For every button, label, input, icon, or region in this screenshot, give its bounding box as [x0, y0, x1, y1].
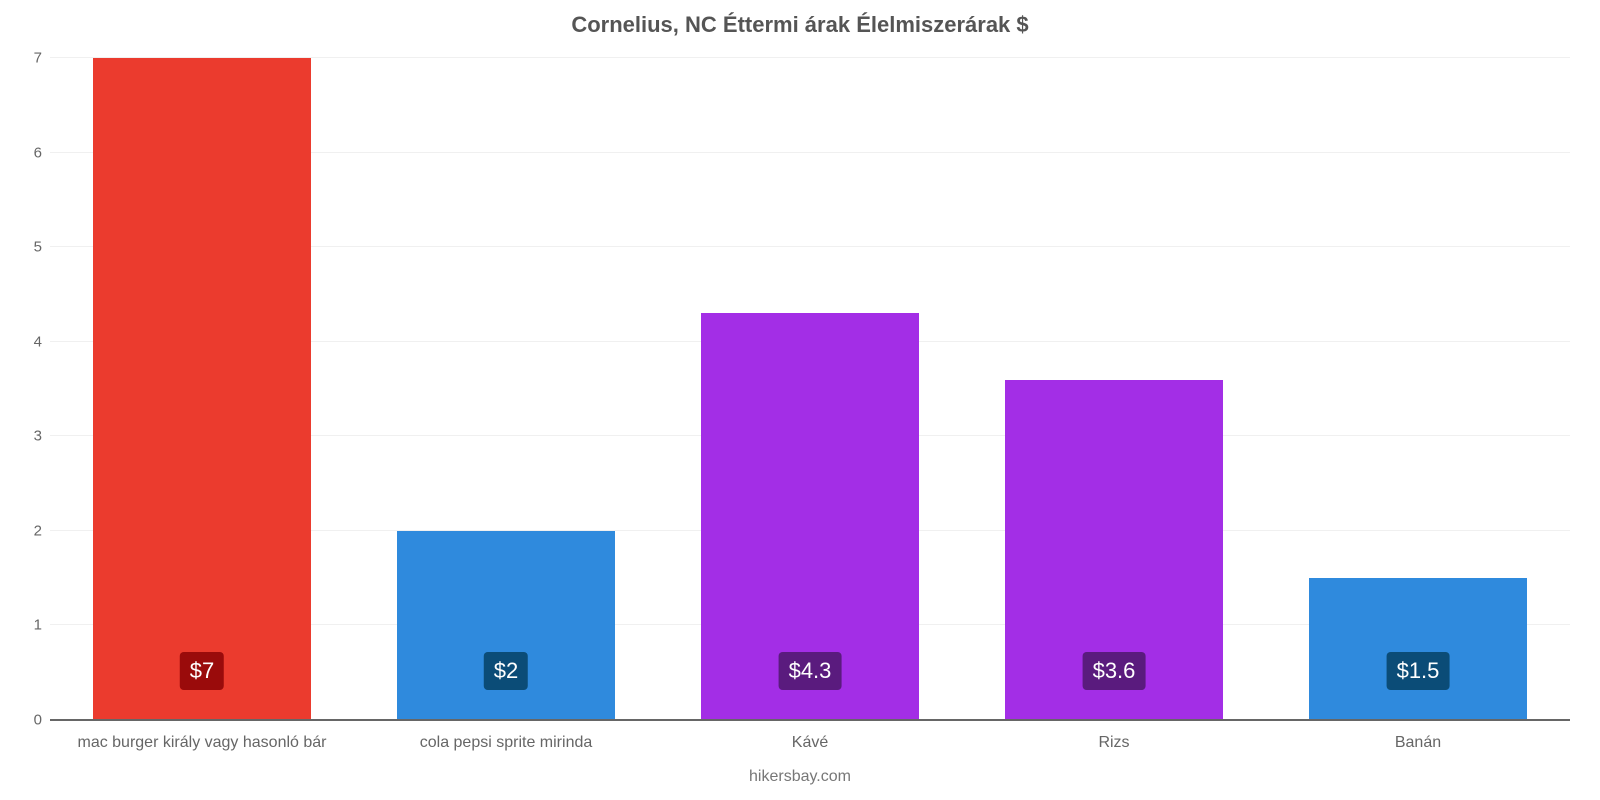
x-axis-label: cola pepsi sprite mirinda	[354, 734, 658, 752]
bar: $1.5	[1309, 578, 1528, 720]
x-axis-label: mac burger király vagy hasonló bár	[50, 734, 354, 752]
bar: $4.3	[701, 313, 920, 720]
bar-slot: $4.3	[658, 58, 962, 720]
bar-slot: $7	[50, 58, 354, 720]
bar: $3.6	[1005, 380, 1224, 720]
bar-value-label: $2	[484, 652, 528, 690]
x-axis-label: Banán	[1266, 734, 1570, 752]
x-axis-label: Kávé	[658, 734, 962, 752]
chart-footer: hikersbay.com	[0, 768, 1600, 786]
x-axis-baseline	[50, 719, 1570, 721]
bar: $2	[397, 531, 616, 720]
bar-value-label: $3.6	[1083, 652, 1146, 690]
bar-value-label: $7	[180, 652, 224, 690]
y-tick-label: 7	[34, 50, 50, 67]
y-tick-label: 2	[34, 522, 50, 539]
chart-title: Cornelius, NC Éttermi árak Élelmiszerára…	[0, 0, 1600, 38]
y-tick-label: 5	[34, 239, 50, 256]
plot-area: 01234567 $7$2$4.3$3.6$1.5	[50, 58, 1570, 720]
x-axis-label: Rizs	[962, 734, 1266, 752]
y-tick-label: 0	[34, 712, 50, 729]
bars-container: $7 $2 $4.3 $3.6 $1.5	[50, 58, 1570, 720]
bar: $7	[93, 58, 312, 720]
x-axis-labels: mac burger király vagy hasonló bárcola p…	[50, 734, 1570, 752]
bar-slot: $3.6	[962, 58, 1266, 720]
y-tick-label: 1	[34, 617, 50, 634]
bar-value-label: $1.5	[1387, 652, 1450, 690]
bar-value-label: $4.3	[779, 652, 842, 690]
y-tick-label: 6	[34, 144, 50, 161]
bar-slot: $1.5	[1266, 58, 1570, 720]
y-tick-label: 3	[34, 428, 50, 445]
bar-slot: $2	[354, 58, 658, 720]
y-tick-label: 4	[34, 333, 50, 350]
